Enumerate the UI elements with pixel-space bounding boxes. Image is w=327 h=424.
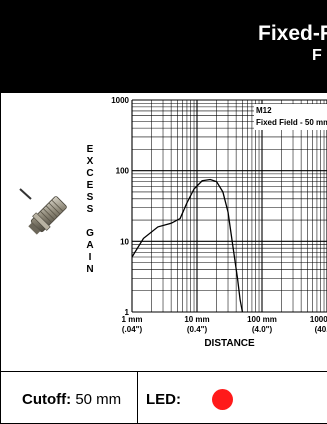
legend-line2: Fixed Field - 50 mm — [256, 118, 327, 127]
series-line — [131, 178, 244, 313]
excess-gain-chart: M12 Fixed Field - 50 mm 1 10 100 1000 1 mm(.… — [111, 96, 327, 349]
y-tick-label: 100 — [116, 167, 130, 176]
cylindrical-sensor-icon — [18, 185, 70, 250]
y-tick-label: 10 — [120, 237, 129, 246]
page-title: Fixed-F — [258, 22, 327, 45]
x-tick-label: (40.0") — [315, 325, 327, 334]
page-subtitle: F — [312, 47, 322, 64]
x-tick-label: 100 mm — [247, 315, 277, 324]
header-bar: Fixed-F F — [0, 0, 327, 93]
x-tick-label: (0.4") — [187, 325, 208, 334]
column-divider — [137, 371, 138, 424]
x-tick-label: 1000 mm — [310, 315, 327, 324]
cutoff-field: Cutoff: 50 mm — [22, 391, 121, 408]
x-axis-label: DISTANCE — [204, 338, 255, 349]
row-divider — [0, 371, 327, 372]
x-tick-label: 1 mm — [122, 315, 143, 324]
x-tick-label: (.04") — [122, 325, 143, 334]
left-border — [0, 0, 1, 424]
led-label: LED: — [146, 391, 181, 408]
x-tick-label: (4.0") — [252, 325, 273, 334]
y-tick-label: 1 — [125, 308, 130, 317]
chart-legend: M12 Fixed Field - 50 mm — [254, 104, 327, 130]
led-indicator — [212, 389, 233, 410]
y-tick-label: 1000 — [111, 96, 129, 105]
cutoff-label: Cutoff: — [22, 391, 72, 408]
cutoff-value: 50 mm — [75, 391, 122, 408]
x-tick-label: 10 mm — [184, 315, 209, 324]
legend-line1: M12 — [256, 106, 272, 115]
